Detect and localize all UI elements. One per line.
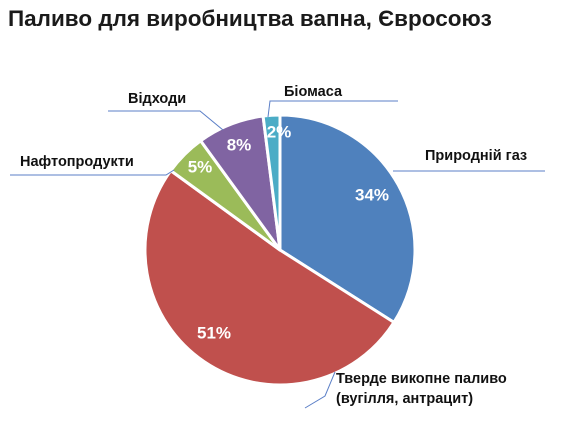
leader-line <box>10 169 175 176</box>
leader-line <box>267 100 398 118</box>
pie-slice <box>261 113 282 252</box>
leader-line <box>108 110 224 131</box>
slice-value-label: 8% <box>227 135 252 154</box>
slice-value-label: 5% <box>188 157 213 176</box>
chart-title: Паливо для виробництва вапна, Євросоюз <box>8 6 492 31</box>
pie-slice <box>143 169 396 387</box>
slice-value-label: 34% <box>355 185 389 204</box>
slice-category-label: Нафтопродукти <box>20 154 134 170</box>
slice-value-label: 51% <box>197 323 231 342</box>
slice-category-label: Тверде викопне паливо (вугілля, антрацит) <box>336 371 507 407</box>
slice-value-label: 2% <box>267 122 292 141</box>
slice-category-label: Відходи <box>128 91 186 107</box>
slice-category-label: Природній газ <box>425 148 527 164</box>
slice-labels: 34% Природній газ 51% Тверде викопне паливо… <box>20 84 527 407</box>
pie-slices <box>143 113 417 387</box>
leader-lines <box>10 100 545 409</box>
slice-category-label: Біомаса <box>284 84 343 100</box>
leader-line <box>304 371 336 409</box>
